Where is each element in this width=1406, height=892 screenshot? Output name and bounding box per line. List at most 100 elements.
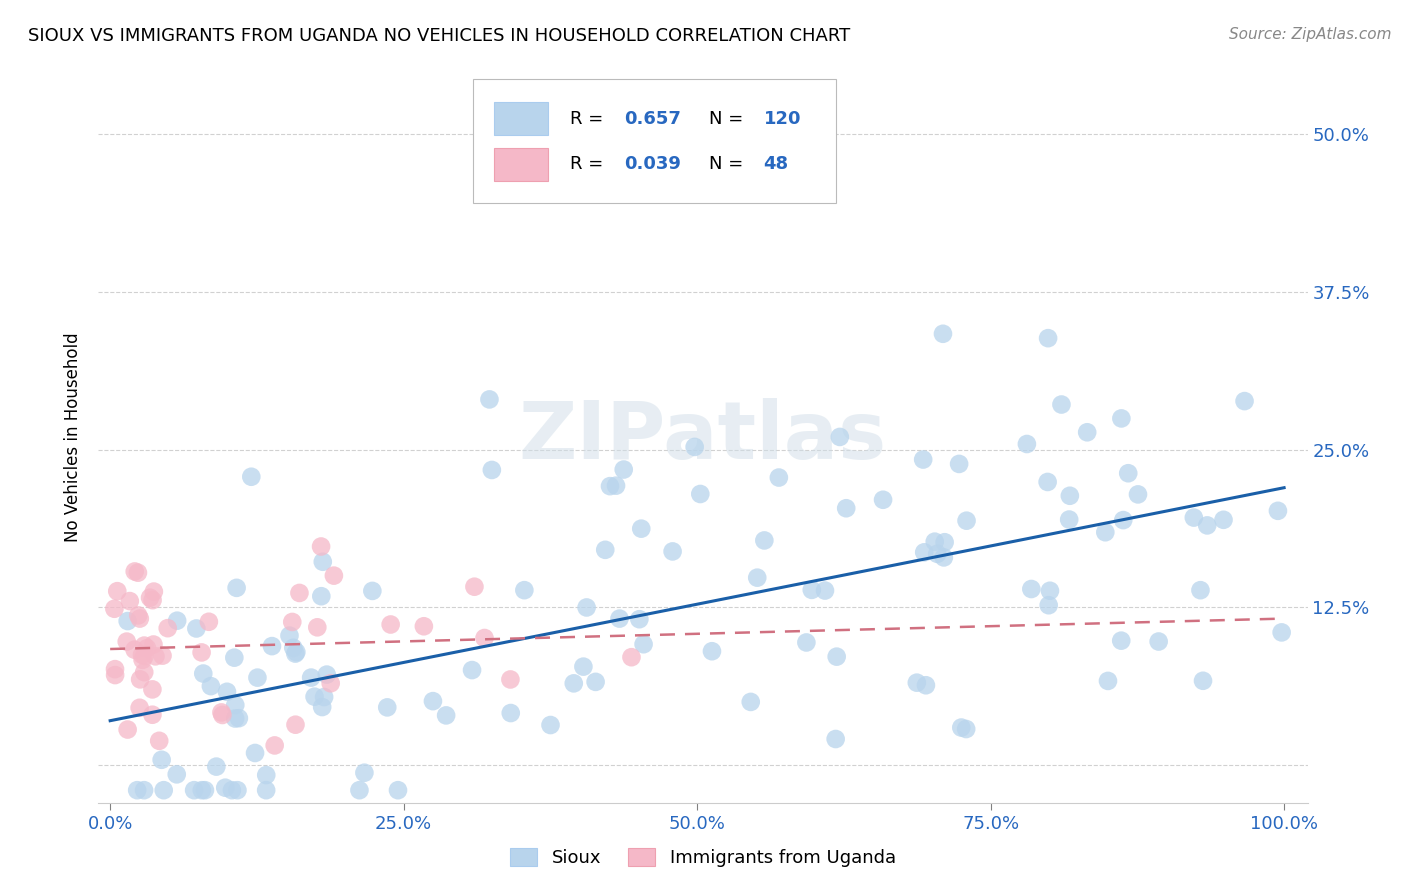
Point bbox=[924, 534, 946, 549]
Point bbox=[128, 611, 150, 625]
Point bbox=[800, 582, 823, 597]
Point bbox=[412, 619, 434, 633]
Point bbox=[243, 746, 266, 760]
Point bbox=[263, 739, 285, 753]
Point bbox=[105, 584, 128, 599]
Point bbox=[747, 571, 769, 585]
Point bbox=[593, 542, 616, 557]
Point bbox=[215, 685, 238, 699]
Point bbox=[1039, 583, 1062, 598]
Point bbox=[824, 731, 846, 746]
Point bbox=[117, 614, 139, 628]
Point bbox=[1059, 489, 1081, 503]
Legend: Sioux, Immigrants from Uganda: Sioux, Immigrants from Uganda bbox=[503, 840, 903, 874]
Point bbox=[142, 638, 165, 652]
Text: 120: 120 bbox=[763, 110, 801, 128]
Point bbox=[190, 645, 212, 659]
Point bbox=[375, 700, 398, 714]
Point bbox=[142, 593, 165, 607]
Point bbox=[136, 641, 159, 656]
Point bbox=[141, 682, 163, 697]
Point bbox=[224, 650, 246, 665]
Point bbox=[312, 555, 335, 569]
Text: N =: N = bbox=[709, 110, 749, 128]
Point bbox=[361, 583, 384, 598]
Point bbox=[285, 645, 308, 659]
Text: Source: ZipAtlas.com: Source: ZipAtlas.com bbox=[1229, 27, 1392, 42]
Point bbox=[434, 708, 457, 723]
Point bbox=[246, 671, 269, 685]
Point bbox=[1094, 525, 1116, 540]
Point bbox=[228, 711, 250, 725]
Point bbox=[288, 586, 311, 600]
Point bbox=[307, 620, 329, 634]
Point bbox=[309, 540, 332, 554]
Point bbox=[129, 673, 152, 687]
Point bbox=[117, 723, 139, 737]
Text: R =: R = bbox=[569, 155, 609, 173]
Point bbox=[872, 492, 894, 507]
Point bbox=[193, 666, 215, 681]
Point bbox=[1057, 512, 1080, 526]
Point bbox=[825, 649, 848, 664]
Point bbox=[474, 631, 496, 645]
Point bbox=[572, 659, 595, 673]
Point bbox=[1126, 487, 1149, 501]
Point bbox=[311, 700, 333, 714]
Point bbox=[118, 594, 141, 608]
Point bbox=[240, 469, 263, 483]
Point bbox=[661, 544, 683, 558]
Point bbox=[835, 501, 858, 516]
Point bbox=[104, 662, 127, 676]
Point bbox=[211, 708, 233, 723]
Point bbox=[205, 759, 228, 773]
Point bbox=[633, 637, 655, 651]
Point bbox=[1267, 504, 1289, 518]
Point bbox=[134, 665, 156, 680]
Point bbox=[1111, 411, 1133, 425]
Point bbox=[1189, 583, 1212, 598]
Point bbox=[463, 580, 485, 594]
Point bbox=[905, 675, 928, 690]
Point bbox=[689, 487, 711, 501]
Point bbox=[499, 673, 522, 687]
Point bbox=[955, 722, 977, 736]
Point bbox=[183, 783, 205, 797]
Point bbox=[260, 639, 283, 653]
Point bbox=[1109, 633, 1132, 648]
Point bbox=[283, 640, 305, 655]
Point bbox=[605, 478, 627, 492]
Point bbox=[948, 457, 970, 471]
Point bbox=[1050, 398, 1073, 412]
Point bbox=[932, 550, 955, 565]
Point bbox=[322, 568, 344, 582]
Point bbox=[134, 648, 156, 663]
Point bbox=[156, 621, 179, 635]
Point bbox=[585, 674, 607, 689]
Text: 0.039: 0.039 bbox=[624, 155, 682, 173]
Point bbox=[132, 783, 155, 797]
Point bbox=[141, 707, 163, 722]
Point bbox=[814, 583, 837, 598]
FancyBboxPatch shape bbox=[494, 148, 548, 181]
Point bbox=[478, 392, 501, 407]
Point bbox=[128, 700, 150, 714]
Point bbox=[186, 622, 208, 636]
Text: SIOUX VS IMMIGRANTS FROM UGANDA NO VEHICLES IN HOUSEHOLD CORRELATION CHART: SIOUX VS IMMIGRANTS FROM UGANDA NO VEHIC… bbox=[28, 27, 851, 45]
Point bbox=[198, 615, 221, 629]
Point bbox=[127, 566, 149, 580]
Point bbox=[278, 629, 301, 643]
Point bbox=[1271, 625, 1294, 640]
Point bbox=[927, 547, 949, 561]
Point bbox=[319, 676, 342, 690]
Point bbox=[1233, 394, 1256, 409]
Point bbox=[613, 462, 636, 476]
Point bbox=[134, 639, 156, 653]
Point bbox=[166, 767, 188, 781]
Point bbox=[150, 753, 173, 767]
Point bbox=[562, 676, 585, 690]
Point bbox=[1021, 582, 1043, 596]
Point bbox=[380, 617, 402, 632]
Point bbox=[1076, 425, 1098, 440]
Point bbox=[152, 783, 174, 797]
